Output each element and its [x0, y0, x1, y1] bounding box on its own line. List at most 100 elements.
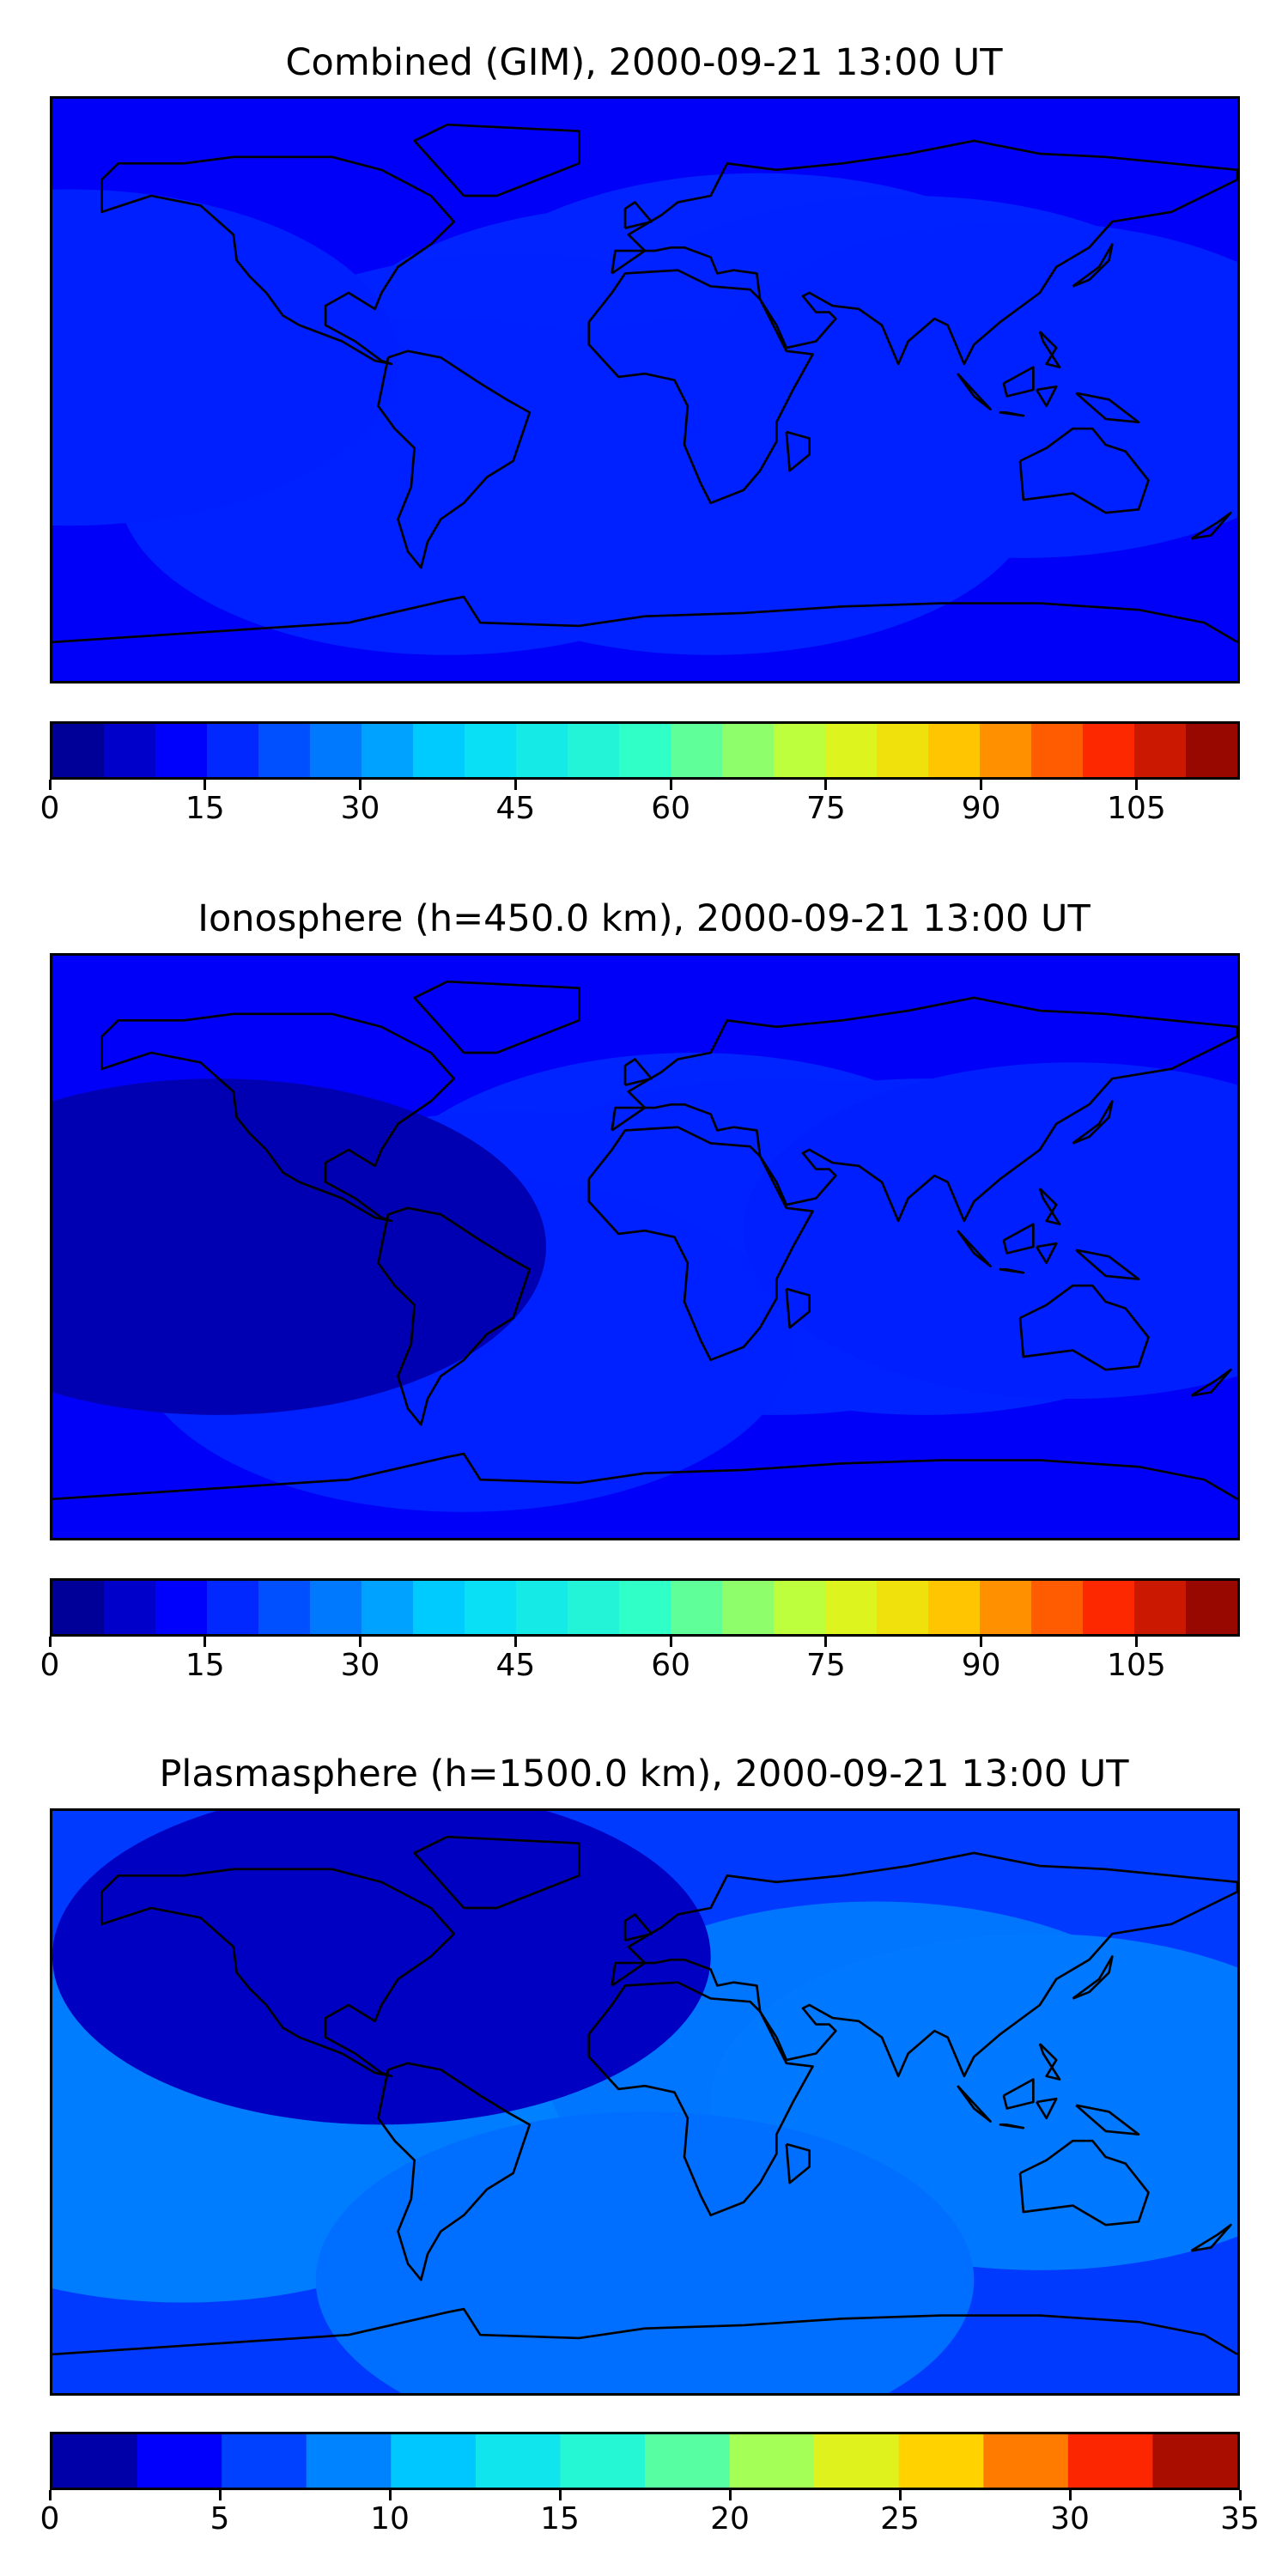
colorbar-tick [824, 780, 828, 790]
coastline [1018, 1284, 1150, 1371]
map-combined [50, 96, 1240, 683]
coastline [1036, 1242, 1058, 1265]
colorbar-bin [155, 1581, 209, 1634]
colorbar-bin [560, 2434, 647, 2488]
colorbar-bin [391, 2434, 477, 2488]
colorbar-tick [48, 780, 52, 790]
colorbar-bin [825, 1581, 878, 1634]
colorbar-tick [980, 1637, 983, 1647]
colorbar-bin [310, 724, 363, 777]
colorbar-tick [980, 780, 983, 790]
map-plasmasphere [50, 1808, 1240, 2396]
coastline [1038, 1188, 1061, 1225]
colorbar-tick [1134, 780, 1138, 790]
coastline [1038, 2043, 1061, 2081]
colorbar-tick-label: 105 [1107, 791, 1166, 826]
colorbar-tick-label: 25 [880, 2501, 920, 2537]
colorbar-tick-label: 105 [1107, 1648, 1166, 1683]
coastline [52, 2307, 1237, 2356]
coastline [1002, 2078, 1035, 2110]
colorbar-tick-label: 20 [710, 2501, 750, 2537]
colorbar-bin [1083, 724, 1136, 777]
coastline [1036, 2097, 1058, 2120]
contour-band [744, 1062, 1237, 1399]
tec-field-plasmasphere [52, 1811, 1237, 2393]
coastline [623, 1913, 653, 1941]
colorbar-bin [306, 2434, 393, 2488]
colorbar-bin [928, 1581, 981, 1634]
colorbar-tick-label: 75 [806, 1648, 846, 1683]
coastline [100, 155, 456, 366]
coastline [1038, 331, 1061, 368]
colorbar-bins-combined [52, 724, 1237, 777]
coastline [785, 1287, 811, 1329]
colorbar-bin [310, 1581, 363, 1634]
colorbar-bin [137, 2434, 224, 2488]
contour-band [315, 2111, 975, 2393]
colorbar-bin [1186, 724, 1237, 777]
field-anomaly [315, 2111, 975, 2393]
coastline [611, 1851, 1237, 2078]
coastline [413, 123, 580, 197]
coastline [999, 411, 1025, 417]
colorbar-bin [980, 1581, 1033, 1634]
colorbar-bin [877, 724, 930, 777]
coastline [957, 373, 992, 410]
colorbar-bin [475, 2434, 562, 2488]
colorbar-tick-label: 45 [495, 791, 536, 826]
panel-title-combined: Combined (GIM), 2000-09-21 13:00 UT [285, 41, 1003, 84]
colorbar-bins-ionosphere [52, 1581, 1237, 1634]
colorbar-tick [48, 2490, 52, 2500]
colorbar-tick [1068, 2490, 1072, 2500]
colorbar-tick [48, 1637, 52, 1647]
colorbar-tick-label: 5 [210, 2501, 230, 2537]
colorbar-tick-label: 10 [370, 2501, 410, 2537]
colorbar-bin [928, 724, 981, 777]
colorbar-tick [513, 1637, 517, 1647]
colorbar-tick [204, 1637, 207, 1647]
colorbar-bin [207, 1581, 260, 1634]
coastline [1190, 1368, 1232, 1397]
coastline [1002, 366, 1035, 398]
colorbar-tick-label: 90 [961, 1648, 1001, 1683]
contour-band [52, 189, 398, 526]
colorbar-bin [722, 724, 775, 777]
colorbar-tick-label: 15 [185, 791, 225, 826]
colorbar-bin [361, 724, 415, 777]
colorbar-tick [1238, 2490, 1242, 2500]
coastline [1072, 1955, 1114, 2000]
colorbar-bin [207, 724, 260, 777]
colorbar-bin [1067, 2434, 1155, 2488]
colorbar-bin [645, 2434, 732, 2488]
coastline [377, 349, 532, 569]
colorbar-bin [52, 2434, 139, 2488]
coastline [100, 1012, 456, 1223]
colorbar-bin [983, 2434, 1070, 2488]
coastline [785, 2142, 811, 2184]
colorbar-bin [516, 1581, 569, 1634]
colorbar-tick-label: 15 [540, 2501, 580, 2537]
colorbar-tick-label: 45 [495, 1648, 536, 1683]
colorbar-tick-label: 0 [39, 791, 60, 826]
colorbar-bin [361, 1581, 415, 1634]
coastline [587, 1126, 814, 1362]
contour-band [381, 319, 1040, 655]
colorbar-tick [728, 2490, 732, 2500]
coastline [957, 1230, 992, 1267]
colorbar-tick [359, 780, 362, 790]
coastline [1018, 2139, 1150, 2227]
colorbar-tick [1134, 1637, 1138, 1647]
coastline [413, 980, 580, 1054]
colorbar-tick [513, 780, 517, 790]
colorbar-tick [898, 2490, 902, 2500]
coastline [1190, 2223, 1232, 2252]
colorbar-bin [671, 1581, 724, 1634]
colorbar-bin [1031, 1581, 1084, 1634]
colorbar-bin [465, 1581, 518, 1634]
coastline [611, 139, 1237, 366]
coastline [1072, 243, 1114, 288]
coastline [1075, 1249, 1140, 1280]
colorbar-bin [619, 724, 672, 777]
colorbar-bin [1134, 1581, 1188, 1634]
colorbar-bin [104, 1581, 157, 1634]
